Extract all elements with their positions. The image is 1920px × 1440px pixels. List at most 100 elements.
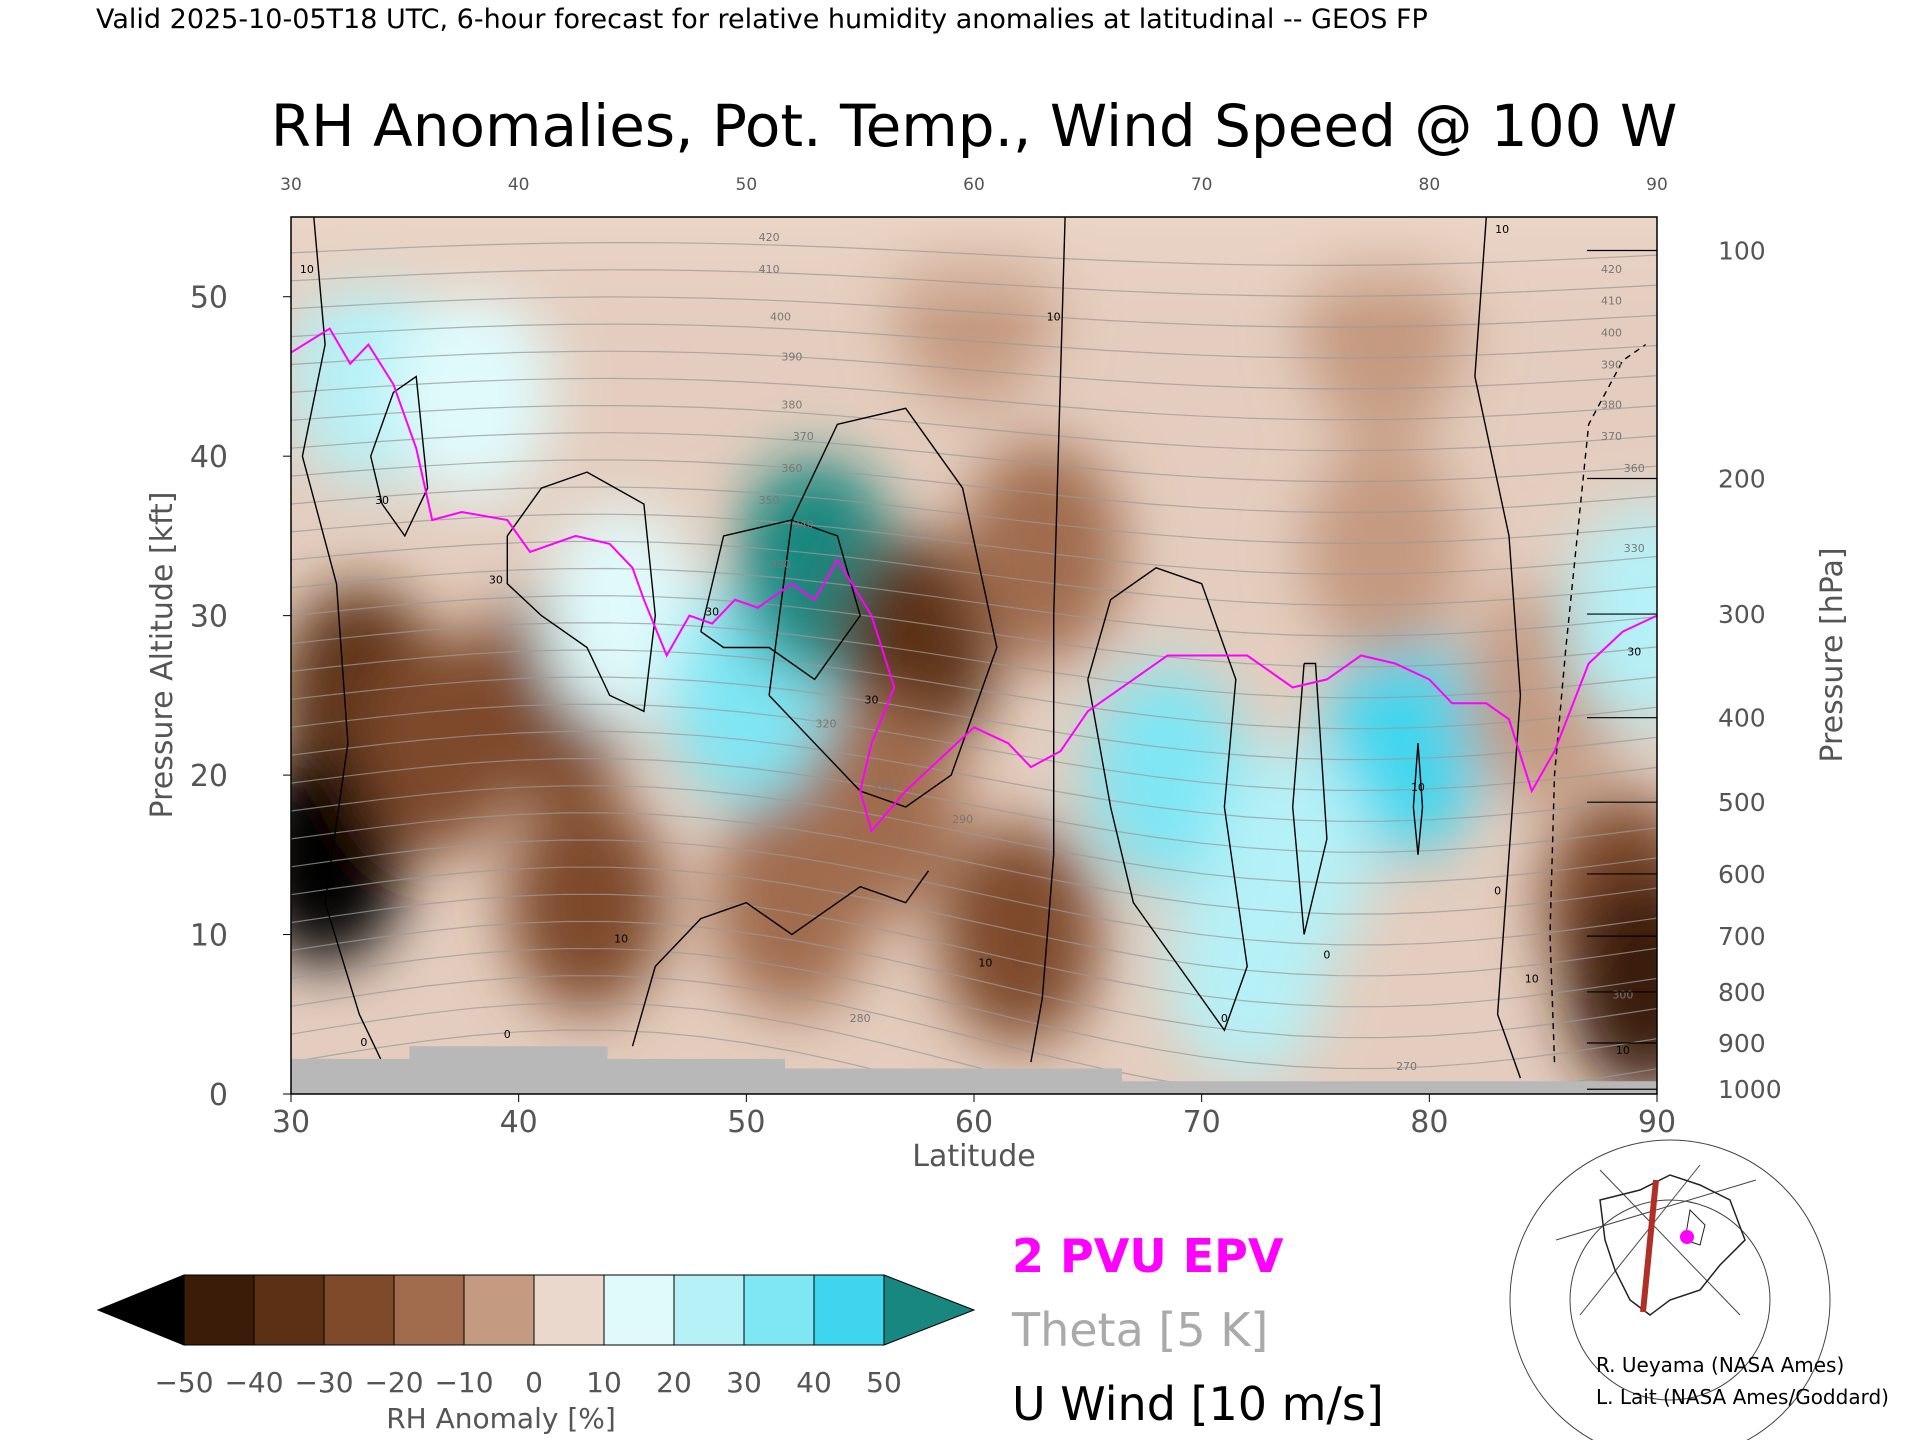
theta-label: 350 [759, 494, 780, 507]
top-tick-label: 80 [1419, 175, 1441, 195]
theta-label: 400 [1601, 327, 1622, 340]
theta-line [291, 432, 1657, 483]
legend-epv: 2 PVU EPV [1012, 1229, 1284, 1283]
theta-label: 380 [781, 398, 802, 411]
epv-2pvu-line [291, 327, 1657, 833]
theta-line [291, 785, 1657, 884]
top-tick-label: 90 [1646, 175, 1668, 195]
x-axis-ticks: 30 40 50 60 70 80 90 [272, 1094, 1676, 1140]
wind-label: 30 [375, 494, 389, 507]
top-tick-label: 70 [1191, 175, 1213, 195]
y-axis-ticks: 0 10 20 30 40 50 [190, 281, 291, 1113]
theta-label: 390 [781, 351, 802, 364]
legend-theta: Theta [5 K] [1011, 1303, 1268, 1357]
colorbar-segment [393, 1274, 465, 1346]
colorbar-tick-label: 50 [866, 1366, 902, 1399]
theta-label: 400 [770, 311, 791, 324]
wind-line [1030, 217, 1066, 1063]
wind-label: 10 [1047, 311, 1061, 324]
pressure-axis-ticks: 100 200 300 400 500 600 700 800 900 1000 [1587, 236, 1782, 1104]
theta-line [291, 947, 1657, 1070]
colorbar-segment [463, 1274, 535, 1346]
top-tick-label: 60 [963, 175, 985, 195]
wind-label: 10 [614, 933, 628, 946]
pressure-tick-label: 800 [1718, 978, 1766, 1007]
theta-label: 410 [759, 263, 780, 276]
theta-line [291, 622, 1657, 699]
wind-label: 30 [1627, 646, 1641, 659]
x-tick-label: 80 [1410, 1105, 1448, 1140]
rh-anomaly-cell [506, 792, 667, 1013]
theta-line [291, 920, 1657, 1039]
theta-label: 280 [850, 1012, 871, 1025]
wind-label: 0 [1221, 1012, 1228, 1025]
theta-line [291, 567, 1657, 637]
theta-label: 370 [793, 430, 814, 443]
wind-line [370, 375, 429, 538]
theta-label: 290 [952, 813, 973, 826]
colorbar-segment [673, 1274, 745, 1346]
credit-line-2: L. Lait (NASA Ames/Goddard) [1596, 1385, 1889, 1409]
wind-line [1412, 743, 1424, 855]
x-tick-label: 70 [1183, 1105, 1221, 1140]
theta-line [291, 459, 1657, 514]
pressure-tick-label: 400 [1718, 704, 1766, 733]
wind-line [301, 217, 383, 1063]
wind-line [1474, 217, 1522, 1079]
wind-label: 10 [1495, 223, 1509, 236]
top-tick-label: 40 [508, 175, 530, 195]
theta-label: 340 [793, 518, 814, 531]
wind-line [768, 407, 998, 808]
rh-anomaly-cell [1326, 633, 1487, 854]
locator-map [1509, 1139, 1831, 1440]
theta-line [291, 241, 1657, 267]
rh-anomaly-cell [1565, 505, 1657, 726]
wind-line [1291, 662, 1328, 935]
rh-anomaly-cell [541, 505, 702, 726]
wind-line-negative [1549, 344, 1647, 1063]
colorbar-segment [603, 1274, 675, 1346]
pressure-tick-label: 1000 [1718, 1075, 1782, 1104]
theta-line [291, 323, 1657, 359]
x-tick-label: 90 [1638, 1105, 1676, 1140]
theta-line [291, 404, 1657, 452]
theta-label: 300 [1612, 988, 1633, 1001]
theta-contour-labels: 420 410 400 390 380 370 360 350 340 330 320 310 290 2… [759, 231, 1645, 1073]
theta-label: 370 [1601, 430, 1622, 443]
theta-line [291, 1002, 1657, 1094]
theta-label: 360 [781, 462, 802, 475]
pressure-axis-label: Pressure [hPa] [1815, 547, 1850, 762]
pressure-tick-label: 700 [1718, 922, 1766, 951]
colorbar-segment [253, 1274, 325, 1346]
wind-label: 10 [1616, 1044, 1630, 1057]
y-axis-label: Pressure Altitude [kft] [145, 492, 180, 819]
theta-line [291, 866, 1657, 977]
theta-line [291, 486, 1657, 544]
colorbar-tick-label: −10 [434, 1366, 493, 1399]
colorbar-tick-label: 0 [525, 1366, 543, 1399]
x-tick-label: 30 [272, 1105, 310, 1140]
location-dot [1680, 1230, 1694, 1244]
wind-line [506, 471, 657, 713]
theta-label: 330 [770, 558, 791, 571]
theta-line [291, 730, 1657, 822]
colorbar-low-arrow [96, 1274, 185, 1346]
colorbar-high-arrow [883, 1274, 976, 1346]
theta-contours [291, 241, 1657, 1094]
wind-line [1087, 567, 1248, 1032]
wind-label: 30 [705, 606, 719, 619]
colorbar-tick-label: −50 [154, 1366, 213, 1399]
rh-anomaly-cell [1087, 665, 1248, 886]
pressure-tick-label: 500 [1718, 788, 1766, 817]
rh-anomaly-cell [939, 824, 1100, 1045]
y-tick-label: 30 [190, 600, 228, 635]
theta-line [291, 350, 1657, 390]
rh-anomaly-cell [962, 441, 1123, 662]
y-tick-label: 40 [190, 440, 228, 475]
colorbar-tick-label: −30 [294, 1366, 353, 1399]
rh-anomaly-cell [1303, 441, 1464, 662]
x-axis-label: Latitude [912, 1139, 1035, 1174]
plot-area: 420 410 400 390 380 370 360 350 340 330 320 310 290 2… [290, 216, 1658, 1095]
cross-section-line [1640, 1179, 1659, 1313]
